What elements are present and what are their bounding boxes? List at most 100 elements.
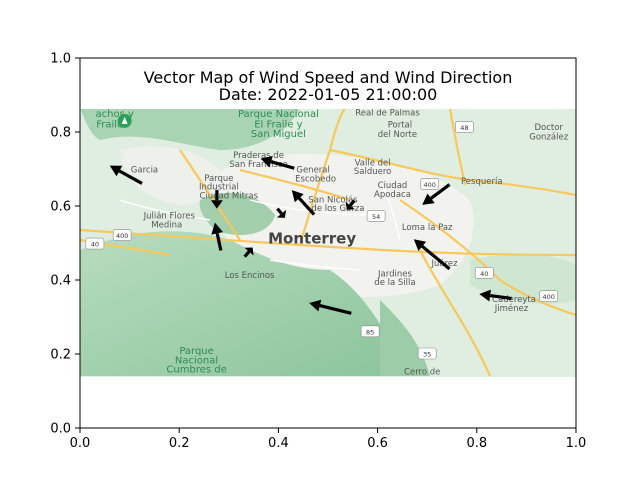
place-label: Julián Flores bbox=[143, 212, 196, 222]
wind-arrow bbox=[479, 289, 512, 302]
road bbox=[239, 168, 351, 202]
wind-arrow-shaft bbox=[270, 160, 295, 170]
place-label: Real de Palmas bbox=[355, 108, 420, 118]
place-label: Jiménez bbox=[494, 303, 529, 314]
place-label: Valle del bbox=[355, 158, 391, 168]
wind-arrow-head bbox=[291, 190, 304, 203]
road-shield-icon bbox=[417, 347, 437, 360]
road bbox=[399, 199, 576, 317]
y-axis: 0.0 0.2 0.4 0.6 0.8 1.0 bbox=[50, 52, 80, 437]
wind-arrow bbox=[413, 239, 451, 271]
x-tick-label: 0.8 bbox=[466, 436, 487, 451]
wind-arrow-head bbox=[244, 247, 254, 256]
place-label: Parque bbox=[204, 174, 233, 184]
x-tick-label: 1.0 bbox=[566, 436, 587, 451]
wind-arrow-shaft bbox=[298, 197, 316, 216]
wind-arrow-head bbox=[276, 209, 287, 218]
wind-arrow-shaft bbox=[430, 183, 451, 200]
place-label: Salduero bbox=[354, 167, 392, 177]
place-label: Escobedo bbox=[295, 175, 336, 185]
wind-arrow bbox=[345, 199, 356, 210]
y-tick-label: 0.8 bbox=[50, 126, 71, 141]
road bbox=[329, 148, 576, 197]
place-label: Cadereyta bbox=[492, 295, 536, 305]
wind-arrow-head bbox=[422, 193, 435, 205]
road bbox=[119, 199, 211, 221]
road-shield-icon bbox=[539, 290, 559, 302]
road-shield-icon bbox=[455, 121, 474, 133]
wind-arrow bbox=[210, 190, 223, 209]
road-shield-icon bbox=[474, 267, 494, 279]
road-shield-icon bbox=[366, 210, 386, 222]
wind-arrow-shaft bbox=[348, 199, 356, 207]
place-label: Praderas de bbox=[233, 151, 284, 161]
park-label: achos y bbox=[96, 109, 134, 120]
wind-arrow bbox=[309, 299, 352, 315]
wind-arrow-shaft bbox=[276, 207, 283, 215]
wind-arrow bbox=[109, 165, 143, 185]
wind-arrow-head bbox=[210, 200, 223, 209]
wind-arrow bbox=[291, 190, 316, 216]
place-label: San Francisco bbox=[229, 160, 287, 170]
road bbox=[379, 179, 401, 241]
park-label: Parque Nacional bbox=[238, 109, 319, 120]
place-label: Loma la Paz bbox=[402, 223, 453, 233]
plot-frame bbox=[79, 57, 577, 429]
wind-arrow bbox=[276, 207, 287, 218]
x-tick-label: 0.2 bbox=[169, 436, 190, 451]
road-number: 400 bbox=[423, 181, 435, 189]
wind-arrow bbox=[422, 183, 451, 205]
road-shield-icon bbox=[420, 178, 439, 190]
road bbox=[179, 149, 241, 241]
place-label: Portal bbox=[388, 121, 412, 131]
place-label: Doctor bbox=[534, 123, 563, 133]
wind-arrow-shaft bbox=[243, 250, 251, 258]
y-tick-label: 0.6 bbox=[50, 200, 71, 215]
place-label: Medina bbox=[151, 220, 182, 230]
wind-arrow bbox=[260, 155, 295, 170]
wind-vectors bbox=[109, 155, 512, 315]
place-label: Pesquería bbox=[461, 177, 503, 187]
x-axis: 0.0 0.2 0.4 0.6 0.8 1.0 bbox=[70, 428, 587, 451]
road-number: 40 bbox=[480, 270, 488, 278]
y-tick-label: 0.4 bbox=[50, 274, 71, 289]
road bbox=[298, 109, 346, 246]
wind-arrow-head bbox=[260, 155, 273, 168]
place-label: de la Silla bbox=[374, 278, 415, 288]
park-label: Fraile bbox=[96, 120, 123, 131]
place-label: Cerro de bbox=[404, 367, 440, 377]
chart-title-line2: Date: 2022-01-05 21:00:00 bbox=[219, 85, 438, 104]
wind-arrow-head bbox=[479, 289, 491, 302]
road-number: 54 bbox=[372, 213, 380, 221]
place-label: Los Encinos bbox=[225, 271, 275, 281]
road-shield-icon bbox=[85, 237, 105, 250]
park-label: El Fraile y bbox=[254, 120, 302, 131]
road-shield-icon bbox=[360, 325, 380, 338]
place-label: Jardines bbox=[377, 269, 412, 279]
park-label: Cumbres de bbox=[166, 365, 226, 376]
wind-arrow bbox=[211, 222, 224, 251]
place-label: Apodaca bbox=[374, 190, 411, 200]
wind-arrow-head bbox=[413, 239, 427, 251]
place-label: San Nicolás bbox=[308, 195, 358, 205]
mountain-range bbox=[80, 231, 400, 376]
wind-arrow-head bbox=[109, 165, 123, 177]
wind-arrow-head bbox=[309, 299, 322, 312]
place-label: Ciudad bbox=[378, 181, 408, 191]
urban-area bbox=[120, 146, 221, 205]
park-label: San Miguel bbox=[251, 129, 306, 140]
wind-arrow-shaft bbox=[118, 169, 143, 185]
road-number: 85 bbox=[366, 328, 374, 336]
x-tick-label: 0.6 bbox=[367, 436, 388, 451]
y-tick-label: 0.2 bbox=[50, 348, 71, 363]
x-tick-label: 0.0 bbox=[70, 436, 91, 451]
wind-arrow-shaft bbox=[421, 245, 451, 271]
place-label: González bbox=[529, 132, 568, 142]
wind-arrow bbox=[243, 247, 254, 258]
park-label: Nacional bbox=[175, 355, 218, 366]
wind-arrow-head bbox=[211, 222, 224, 235]
x-tick-label: 0.4 bbox=[268, 436, 289, 451]
mountain-range bbox=[80, 109, 300, 150]
